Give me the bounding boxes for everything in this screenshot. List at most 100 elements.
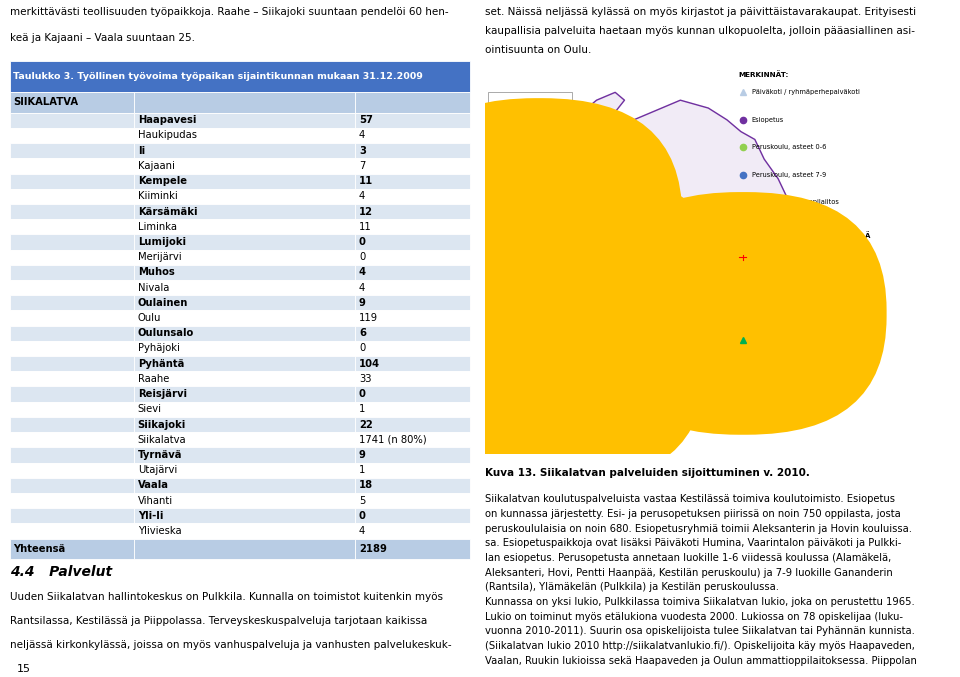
FancyBboxPatch shape	[134, 189, 355, 204]
Text: 18: 18	[359, 481, 373, 490]
Text: Siikalatvan koulutuspalveluista vastaa Kestilässä toimiva koulutoimisto. Esiopet: Siikalatvan koulutuspalveluista vastaa K…	[485, 494, 895, 504]
Text: 4: 4	[359, 267, 366, 278]
FancyBboxPatch shape	[355, 523, 470, 539]
Text: Kuva 13. Siikalatvan palveluiden sijoittuminen v. 2010.: Kuva 13. Siikalatvan palveluiden sijoitt…	[485, 468, 809, 478]
FancyBboxPatch shape	[716, 226, 801, 257]
Text: 11: 11	[359, 176, 373, 186]
FancyBboxPatch shape	[10, 356, 134, 371]
Text: on kunnassa järjestetty. Esi- ja perusopetuksen piirissä on noin 750 oppilasta, : on kunnassa järjestetty. Esi- ja perusop…	[485, 509, 900, 519]
FancyBboxPatch shape	[134, 311, 355, 326]
Text: Raahe: Raahe	[137, 374, 169, 384]
Text: kaupallisia palveluita haetaan myös kunnan ulkopuolelta, jolloin pääasiallinen a: kaupallisia palveluita haetaan myös kunn…	[485, 26, 915, 36]
FancyBboxPatch shape	[10, 432, 134, 447]
FancyBboxPatch shape	[134, 265, 355, 280]
Text: 1: 1	[359, 404, 365, 414]
Text: Yli-Ii: Yli-Ii	[137, 511, 163, 521]
Text: Tyrnävä: Tyrnävä	[137, 450, 182, 460]
Circle shape	[547, 342, 556, 349]
FancyBboxPatch shape	[355, 539, 470, 559]
Text: 2189: 2189	[359, 544, 387, 554]
FancyBboxPatch shape	[488, 92, 572, 123]
FancyBboxPatch shape	[355, 387, 470, 401]
FancyBboxPatch shape	[355, 189, 470, 204]
FancyBboxPatch shape	[134, 493, 355, 508]
Circle shape	[760, 238, 768, 244]
FancyBboxPatch shape	[10, 508, 134, 523]
Circle shape	[524, 199, 533, 206]
Text: sa. Esiopetuspaikkoja ovat lisäksi Päiväkoti Humina, Vaarintalon päiväkoti ja Pu: sa. Esiopetuspaikkoja ovat lisäksi Päivä…	[485, 538, 901, 548]
Text: KESTILÄ: KESTILÄ	[839, 232, 871, 239]
FancyBboxPatch shape	[10, 371, 134, 387]
Circle shape	[555, 199, 564, 206]
Text: 4: 4	[359, 282, 365, 292]
FancyBboxPatch shape	[599, 192, 887, 435]
FancyBboxPatch shape	[10, 295, 134, 311]
FancyBboxPatch shape	[134, 417, 355, 432]
Text: Kauppa (päivittäistavara): Kauppa (päivittäistavara)	[752, 309, 836, 315]
FancyBboxPatch shape	[134, 387, 355, 401]
FancyBboxPatch shape	[355, 204, 470, 219]
FancyBboxPatch shape	[10, 326, 134, 341]
Text: Terveysasema: Terveysasema	[752, 255, 800, 260]
Text: Siikajoki: Siikajoki	[137, 420, 186, 429]
Text: Peruskoulu, asteet 7-9: Peruskoulu, asteet 7-9	[752, 172, 826, 178]
FancyBboxPatch shape	[10, 158, 134, 173]
Text: Vihanti: Vihanti	[137, 496, 173, 506]
FancyBboxPatch shape	[134, 371, 355, 387]
FancyBboxPatch shape	[10, 61, 470, 92]
Text: 0: 0	[359, 343, 365, 353]
Text: 9: 9	[359, 450, 366, 460]
Text: 33: 33	[359, 374, 372, 384]
FancyBboxPatch shape	[553, 260, 637, 307]
FancyBboxPatch shape	[355, 143, 470, 158]
Text: Kajaani: Kajaani	[137, 161, 175, 171]
Text: Kunnassa on yksi lukio, Pulkkilassa toimiva Siikalatvan lukio, joka on perustett: Kunnassa on yksi lukio, Pulkkilassa toim…	[485, 597, 915, 607]
FancyBboxPatch shape	[134, 356, 355, 371]
Circle shape	[566, 274, 575, 280]
FancyBboxPatch shape	[134, 295, 355, 311]
FancyBboxPatch shape	[10, 387, 134, 401]
FancyBboxPatch shape	[512, 185, 595, 233]
Polygon shape	[540, 92, 820, 383]
FancyBboxPatch shape	[134, 128, 355, 143]
FancyBboxPatch shape	[10, 219, 134, 234]
Text: 15: 15	[17, 663, 32, 674]
FancyBboxPatch shape	[355, 250, 470, 265]
Circle shape	[739, 238, 748, 244]
FancyBboxPatch shape	[355, 432, 470, 447]
FancyBboxPatch shape	[355, 462, 470, 478]
FancyBboxPatch shape	[134, 523, 355, 539]
FancyBboxPatch shape	[419, 242, 706, 483]
FancyBboxPatch shape	[10, 341, 134, 356]
Text: 4: 4	[359, 131, 365, 141]
Text: Nivala: Nivala	[137, 282, 169, 292]
Circle shape	[545, 199, 553, 206]
Text: Esiopetus: Esiopetus	[752, 117, 783, 123]
Circle shape	[730, 238, 737, 244]
FancyBboxPatch shape	[355, 508, 470, 523]
Text: Yhteensä: Yhteensä	[13, 544, 65, 554]
Circle shape	[558, 342, 566, 349]
Text: (Siikalatvan lukio 2010 http://siikalatvanlukio.fi/). Opiskelijoita käy myös Haa: (Siikalatvan lukio 2010 http://siikalatv…	[485, 641, 915, 651]
Text: Haapavesi: Haapavesi	[137, 115, 196, 125]
FancyBboxPatch shape	[134, 250, 355, 265]
Text: Aleksanteri, Hovi, Pentti Haanpää, Kestilän peruskoulu) ja 7-9 luokille Ganander: Aleksanteri, Hovi, Pentti Haanpää, Kesti…	[485, 567, 893, 577]
FancyBboxPatch shape	[355, 356, 470, 371]
Text: Muhos: Muhos	[137, 267, 175, 278]
Text: Kärsämäki: Kärsämäki	[137, 206, 197, 217]
FancyBboxPatch shape	[134, 234, 355, 250]
Text: Oulunsalo: Oulunsalo	[137, 328, 194, 338]
Text: PIIPPOLA: PIIPPOLA	[692, 345, 728, 351]
Circle shape	[737, 253, 748, 261]
FancyBboxPatch shape	[10, 143, 134, 158]
Text: neljässä kirkonkylässä, joissa on myös vanhuspalveluja ja vanhusten palvelukesku: neljässä kirkonkylässä, joissa on myös v…	[10, 640, 451, 650]
Circle shape	[587, 274, 595, 280]
FancyBboxPatch shape	[134, 447, 355, 462]
Text: Utajärvi: Utajärvi	[137, 465, 177, 475]
FancyBboxPatch shape	[10, 173, 134, 189]
Text: Liminka: Liminka	[137, 222, 177, 232]
FancyBboxPatch shape	[134, 432, 355, 447]
Text: keä ja Kajaani – Vaala suuntaan 25.: keä ja Kajaani – Vaala suuntaan 25.	[10, 33, 195, 43]
FancyBboxPatch shape	[10, 112, 134, 128]
Text: Oulu: Oulu	[137, 313, 161, 323]
